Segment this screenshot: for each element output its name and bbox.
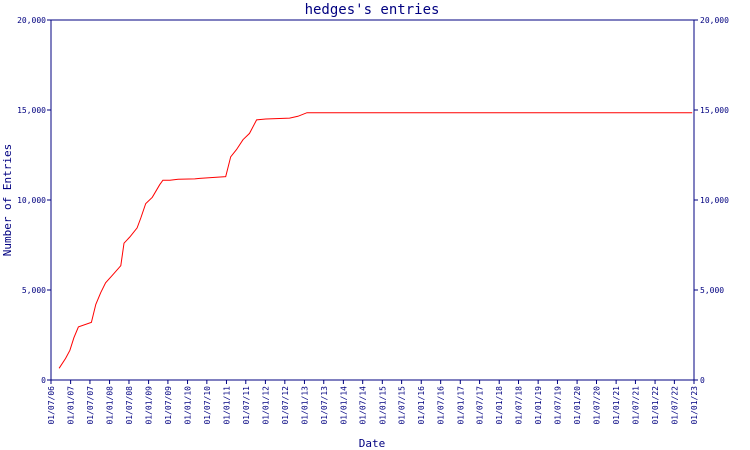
chart-title: hedges's entries (305, 2, 440, 18)
y-tick-label: 5,000 (22, 286, 46, 295)
x-tick-label: 01/01/21 (612, 386, 621, 425)
x-tick-label: 01/07/14 (359, 386, 368, 425)
x-tick-label: 01/07/17 (476, 386, 485, 425)
x-tick-label: 01/07/13 (320, 386, 329, 425)
x-tick-label: 01/07/20 (593, 386, 602, 425)
x-tick-label: 01/07/06 (47, 386, 56, 425)
x-tick-label: 01/01/22 (651, 386, 660, 425)
y-tick-label: 15,000 (17, 106, 46, 115)
x-tick-label: 01/07/11 (242, 386, 251, 425)
x-tick-label: 01/01/14 (339, 386, 348, 425)
x-tick-label: 01/01/17 (456, 386, 465, 425)
x-tick-label: 01/07/09 (164, 386, 173, 425)
x-tick-label: 01/01/12 (261, 386, 270, 425)
x-tick-label: 01/01/13 (300, 386, 309, 425)
x-tick-label: 01/07/22 (670, 386, 679, 425)
x-tick-label: 01/01/07 (67, 386, 76, 425)
x-tick-label: 01/07/10 (203, 386, 212, 425)
data-line (58, 112, 693, 369)
x-tick-label: 01/01/19 (534, 386, 543, 425)
x-tick-label: 01/07/19 (553, 386, 562, 425)
x-tick-label: 01/01/09 (145, 386, 154, 425)
x-tick-label: 01/07/08 (125, 386, 134, 425)
x-tick-label: 01/01/20 (573, 386, 582, 425)
y-axis-title: Number of Entries (1, 144, 14, 257)
y2-tick-label: 15,000 (700, 106, 729, 115)
x-tick-label: 01/07/21 (631, 386, 640, 425)
x-tick-label: 01/01/10 (184, 386, 193, 425)
x-tick-label: 01/01/11 (222, 386, 231, 425)
x-tick-label: 01/01/16 (417, 386, 426, 425)
x-tick-label: 01/07/15 (398, 386, 407, 425)
x-tick-label: 01/01/15 (378, 386, 387, 425)
y2-tick-label: 10,000 (700, 196, 729, 205)
y-tick-label: 20,000 (17, 16, 46, 25)
x-tick-label: 01/01/08 (106, 386, 115, 425)
y-tick-label: 0 (41, 376, 46, 385)
y2-tick-label: 0 (700, 376, 705, 385)
y2-tick-label: 5,000 (700, 286, 724, 295)
x-tick-label: 01/01/23 (690, 386, 699, 425)
x-tick-label: 01/07/12 (281, 386, 290, 425)
x-tick-label: 01/07/07 (86, 386, 95, 425)
x-tick-label: 01/01/18 (495, 386, 504, 425)
y2-tick-label: 20,000 (700, 16, 729, 25)
x-tick-label: 01/07/18 (515, 386, 524, 425)
x-tick-label: 01/07/16 (437, 386, 446, 425)
y-tick-label: 10,000 (17, 196, 46, 205)
x-axis-title: Date (359, 437, 386, 450)
